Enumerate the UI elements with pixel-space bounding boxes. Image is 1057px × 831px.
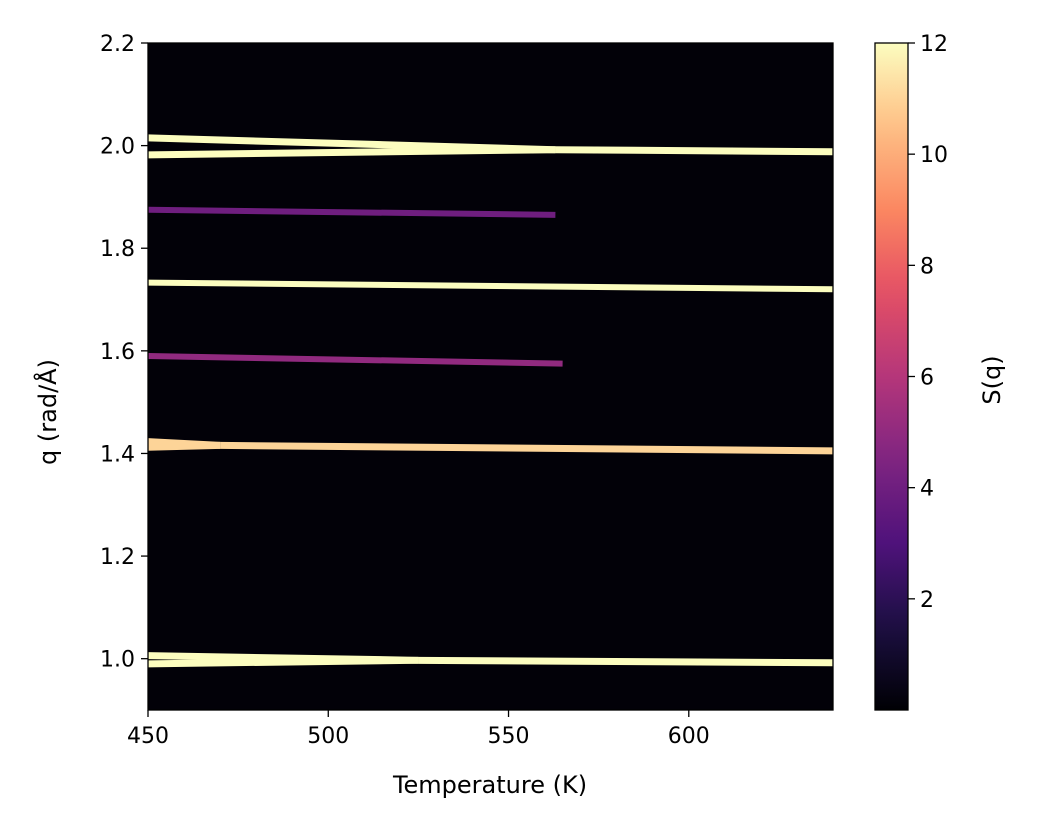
- plot-frame: [147, 42, 834, 711]
- y-tick-label: 1.6: [100, 340, 135, 365]
- colorbar-label: S(q): [978, 355, 1006, 404]
- y-tick-label: 2.2: [100, 32, 135, 57]
- y-tick-label: 1.4: [100, 442, 135, 467]
- peak-1-line: [220, 441, 834, 455]
- peak-5-line: [555, 146, 834, 156]
- colorbar-tick-label: 6: [920, 366, 934, 391]
- peak-5-branch-1: [147, 146, 556, 159]
- colorbar-tick-label: 12: [920, 32, 948, 57]
- colorbar-tick-label: 4: [920, 477, 934, 502]
- peak-0-branch-1: [147, 656, 419, 668]
- y-tick-label: 1.0: [100, 648, 135, 673]
- y-tick-label: 1.8: [100, 237, 135, 262]
- y-axis-label: q (rad/Å): [33, 359, 62, 465]
- peak-4-line: [147, 206, 556, 218]
- peak-3-line: [147, 279, 834, 293]
- peak-2-line: [147, 352, 563, 367]
- x-tick-label: 500: [307, 724, 349, 749]
- x-axis-label: Temperature (K): [392, 771, 587, 799]
- y-axis: 1.0 1.2 1.4 1.6 1.8 2.0 2.2: [100, 32, 148, 673]
- x-tick-label: 600: [668, 724, 710, 749]
- colorbar-tick-label: 10: [920, 143, 948, 168]
- y-tick-label: 1.2: [100, 545, 135, 570]
- x-tick-label: 450: [127, 724, 169, 749]
- colorbar-tick-label: 8: [920, 254, 934, 279]
- colorbar-tick-label: 2: [920, 588, 934, 613]
- peaks-layer: [147, 134, 834, 668]
- colorbar-axis: 2 4 6 8 10 12: [908, 32, 948, 613]
- x-axis: 450 500 550 600: [127, 710, 710, 749]
- y-tick-label: 2.0: [100, 135, 135, 160]
- peak-0-line: [418, 656, 834, 667]
- x-tick-label: 550: [488, 724, 530, 749]
- colorbar: [874, 42, 909, 711]
- peak-1-branch-1: [147, 441, 221, 451]
